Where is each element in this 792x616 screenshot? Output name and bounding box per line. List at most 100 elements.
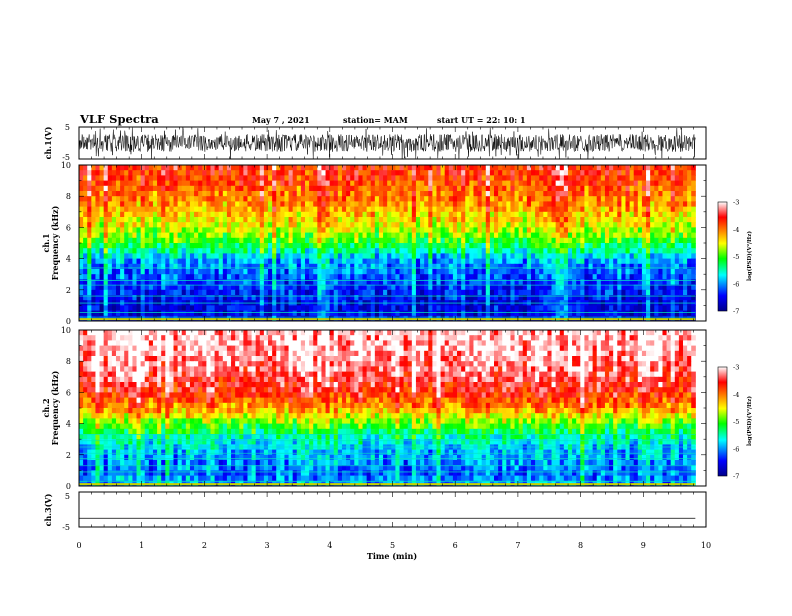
ch1-spectrogram-cell — [309, 227, 314, 233]
ch1-spectrogram-cell — [227, 311, 232, 317]
ch1-spectrogram-cell — [691, 175, 696, 181]
ch1-spectrogram-cell — [301, 170, 306, 176]
ch1-spectrogram-cell — [576, 217, 581, 223]
ch1-spectrogram-cell — [157, 165, 162, 171]
ch1-spectrogram-cell — [638, 181, 643, 187]
ch1-spectrogram-cell — [219, 243, 224, 249]
ch1-spectrogram-cell — [260, 264, 265, 270]
ch1-spectrogram-cell — [584, 186, 589, 192]
ch1-spectrogram-cell — [473, 264, 478, 270]
ch1-spectrogram-cell — [293, 305, 298, 311]
ch1-spectrogram-cell — [675, 196, 680, 202]
ch1-spectrogram-cell — [194, 207, 199, 213]
ch1-spectrogram-cell — [605, 305, 610, 311]
ch1-spectrogram-cell — [313, 181, 318, 187]
ch1-spectrogram-cell — [375, 305, 380, 311]
ch1-spectrogram-cell — [252, 243, 257, 249]
ch1-spectrogram-cell — [272, 201, 277, 207]
ch1-spectrogram-cell — [363, 175, 368, 181]
ch1-spectrogram-cell — [120, 207, 125, 213]
ch1-spectrogram-cell — [276, 248, 281, 254]
ch1-spectrogram-cell — [350, 165, 355, 171]
ch1-spectrogram-cell — [112, 191, 117, 197]
ch1-spectrogram-cell — [502, 259, 507, 265]
ch1-spectrogram-cell — [589, 196, 594, 202]
ch1-spectrogram-cell — [408, 274, 413, 280]
ch1-spectrogram-cell — [662, 269, 667, 275]
ch1-spectrogram-cell — [687, 175, 692, 181]
ch1-spectrogram-cell — [157, 222, 162, 228]
ch1-spectrogram-cell — [412, 207, 417, 213]
ch1-spectrogram-cell — [400, 207, 405, 213]
ch1-spectrogram-cell — [642, 243, 647, 249]
ch2-spectrogram-cell — [432, 335, 437, 341]
ch1-spectrogram-cell — [198, 259, 203, 265]
ch1-spectrogram-cell — [161, 264, 166, 270]
ch1-spectrogram-cell — [613, 253, 618, 259]
ch2-spectrogram-cell — [445, 330, 450, 336]
ch1-spectrogram-cell — [157, 212, 162, 218]
ch1-spectrogram-cell — [638, 196, 643, 202]
ch1-spectrogram-cell — [330, 222, 335, 228]
ch1-spectrogram-cell — [153, 175, 158, 181]
ch1-spectrogram-cell — [490, 181, 495, 187]
ch1-spectrogram-cell — [104, 253, 109, 259]
ch1-spectrogram-cell — [289, 269, 294, 275]
ch1-spectrogram-cell — [605, 201, 610, 207]
ch1-spectrogram-cell — [284, 274, 289, 280]
ch1-spectrogram-cell — [330, 181, 335, 187]
ch1-spectrogram-cell — [313, 274, 318, 280]
ch1-spectrogram-cell — [658, 181, 663, 187]
ch1-spectrogram-cell — [223, 227, 228, 233]
ch1-spectrogram-cell — [564, 212, 569, 218]
ch1-spectrogram-cell — [301, 233, 306, 239]
ch1-spectrogram-cell — [601, 181, 606, 187]
ch1-spectrogram-cell — [342, 201, 347, 207]
ch1-spectrogram-cell — [687, 181, 692, 187]
ch1-spectrogram-cell — [453, 238, 458, 244]
ch1-spectrogram-cell — [363, 222, 368, 228]
ch1-spectrogram-cell — [445, 212, 450, 218]
ch1-spectrogram-cell — [601, 201, 606, 207]
ch1-spectrogram-cell — [363, 170, 368, 176]
ch1-spectrogram-cell — [210, 217, 215, 223]
ch2-spectrogram-cell — [79, 330, 84, 336]
ch1-spectrogram-cell — [153, 227, 158, 233]
ch1-spectrogram-cell — [506, 186, 511, 192]
ch1-spectrogram-cell — [124, 196, 129, 202]
ch1-spectrogram-cell — [687, 186, 692, 192]
ch1-spectrogram-cell — [400, 227, 405, 233]
ch2-spectrogram-cell — [272, 330, 277, 336]
ch1-spectrogram-cell — [145, 248, 150, 254]
ch1-spectrogram-cell — [646, 186, 651, 192]
ch1-spectrogram-cell — [149, 264, 154, 270]
ch1-spectrogram-cell — [387, 191, 392, 197]
ch1-spectrogram-cell — [276, 264, 281, 270]
ch1-spectrogram-cell — [321, 259, 326, 265]
ch1-spectrogram-cell — [667, 196, 672, 202]
ch1-spectrogram-cell — [638, 290, 643, 296]
ch1-spectrogram-cell — [412, 253, 417, 259]
ch2-spectrogram-cell — [510, 330, 515, 336]
ch1-spectrogram-cell — [227, 191, 232, 197]
ch1-spectrogram-cell — [436, 207, 441, 213]
ch1-spectrogram-cell — [326, 274, 331, 280]
ch1-spectrogram-cell — [120, 290, 125, 296]
ch1-spectrogram-cell — [289, 233, 294, 239]
ch1-spectrogram-cell — [227, 207, 232, 213]
ch1-spectrogram-cell — [597, 305, 602, 311]
ch1-spectrogram-cell — [239, 233, 244, 239]
ch1-spectrogram-cell — [478, 196, 483, 202]
ch1-spectrogram-cell — [223, 259, 228, 265]
ch1-spectrogram-cell — [202, 305, 207, 311]
ch1-spectrogram-cell — [153, 207, 158, 213]
ch1-spectrogram-cell — [416, 274, 421, 280]
ch2-spectrogram-cell — [272, 335, 277, 341]
ch1-spectrogram-cell — [206, 259, 211, 265]
ch1-spectrogram-cell — [576, 269, 581, 275]
ch1-spectrogram-cell — [260, 269, 265, 275]
ch1-spectrogram-cell — [95, 233, 100, 239]
ch1-spectrogram-cell — [478, 191, 483, 197]
ch1-spectrogram-cell — [284, 290, 289, 296]
ch1-spectrogram-cell — [523, 191, 528, 197]
